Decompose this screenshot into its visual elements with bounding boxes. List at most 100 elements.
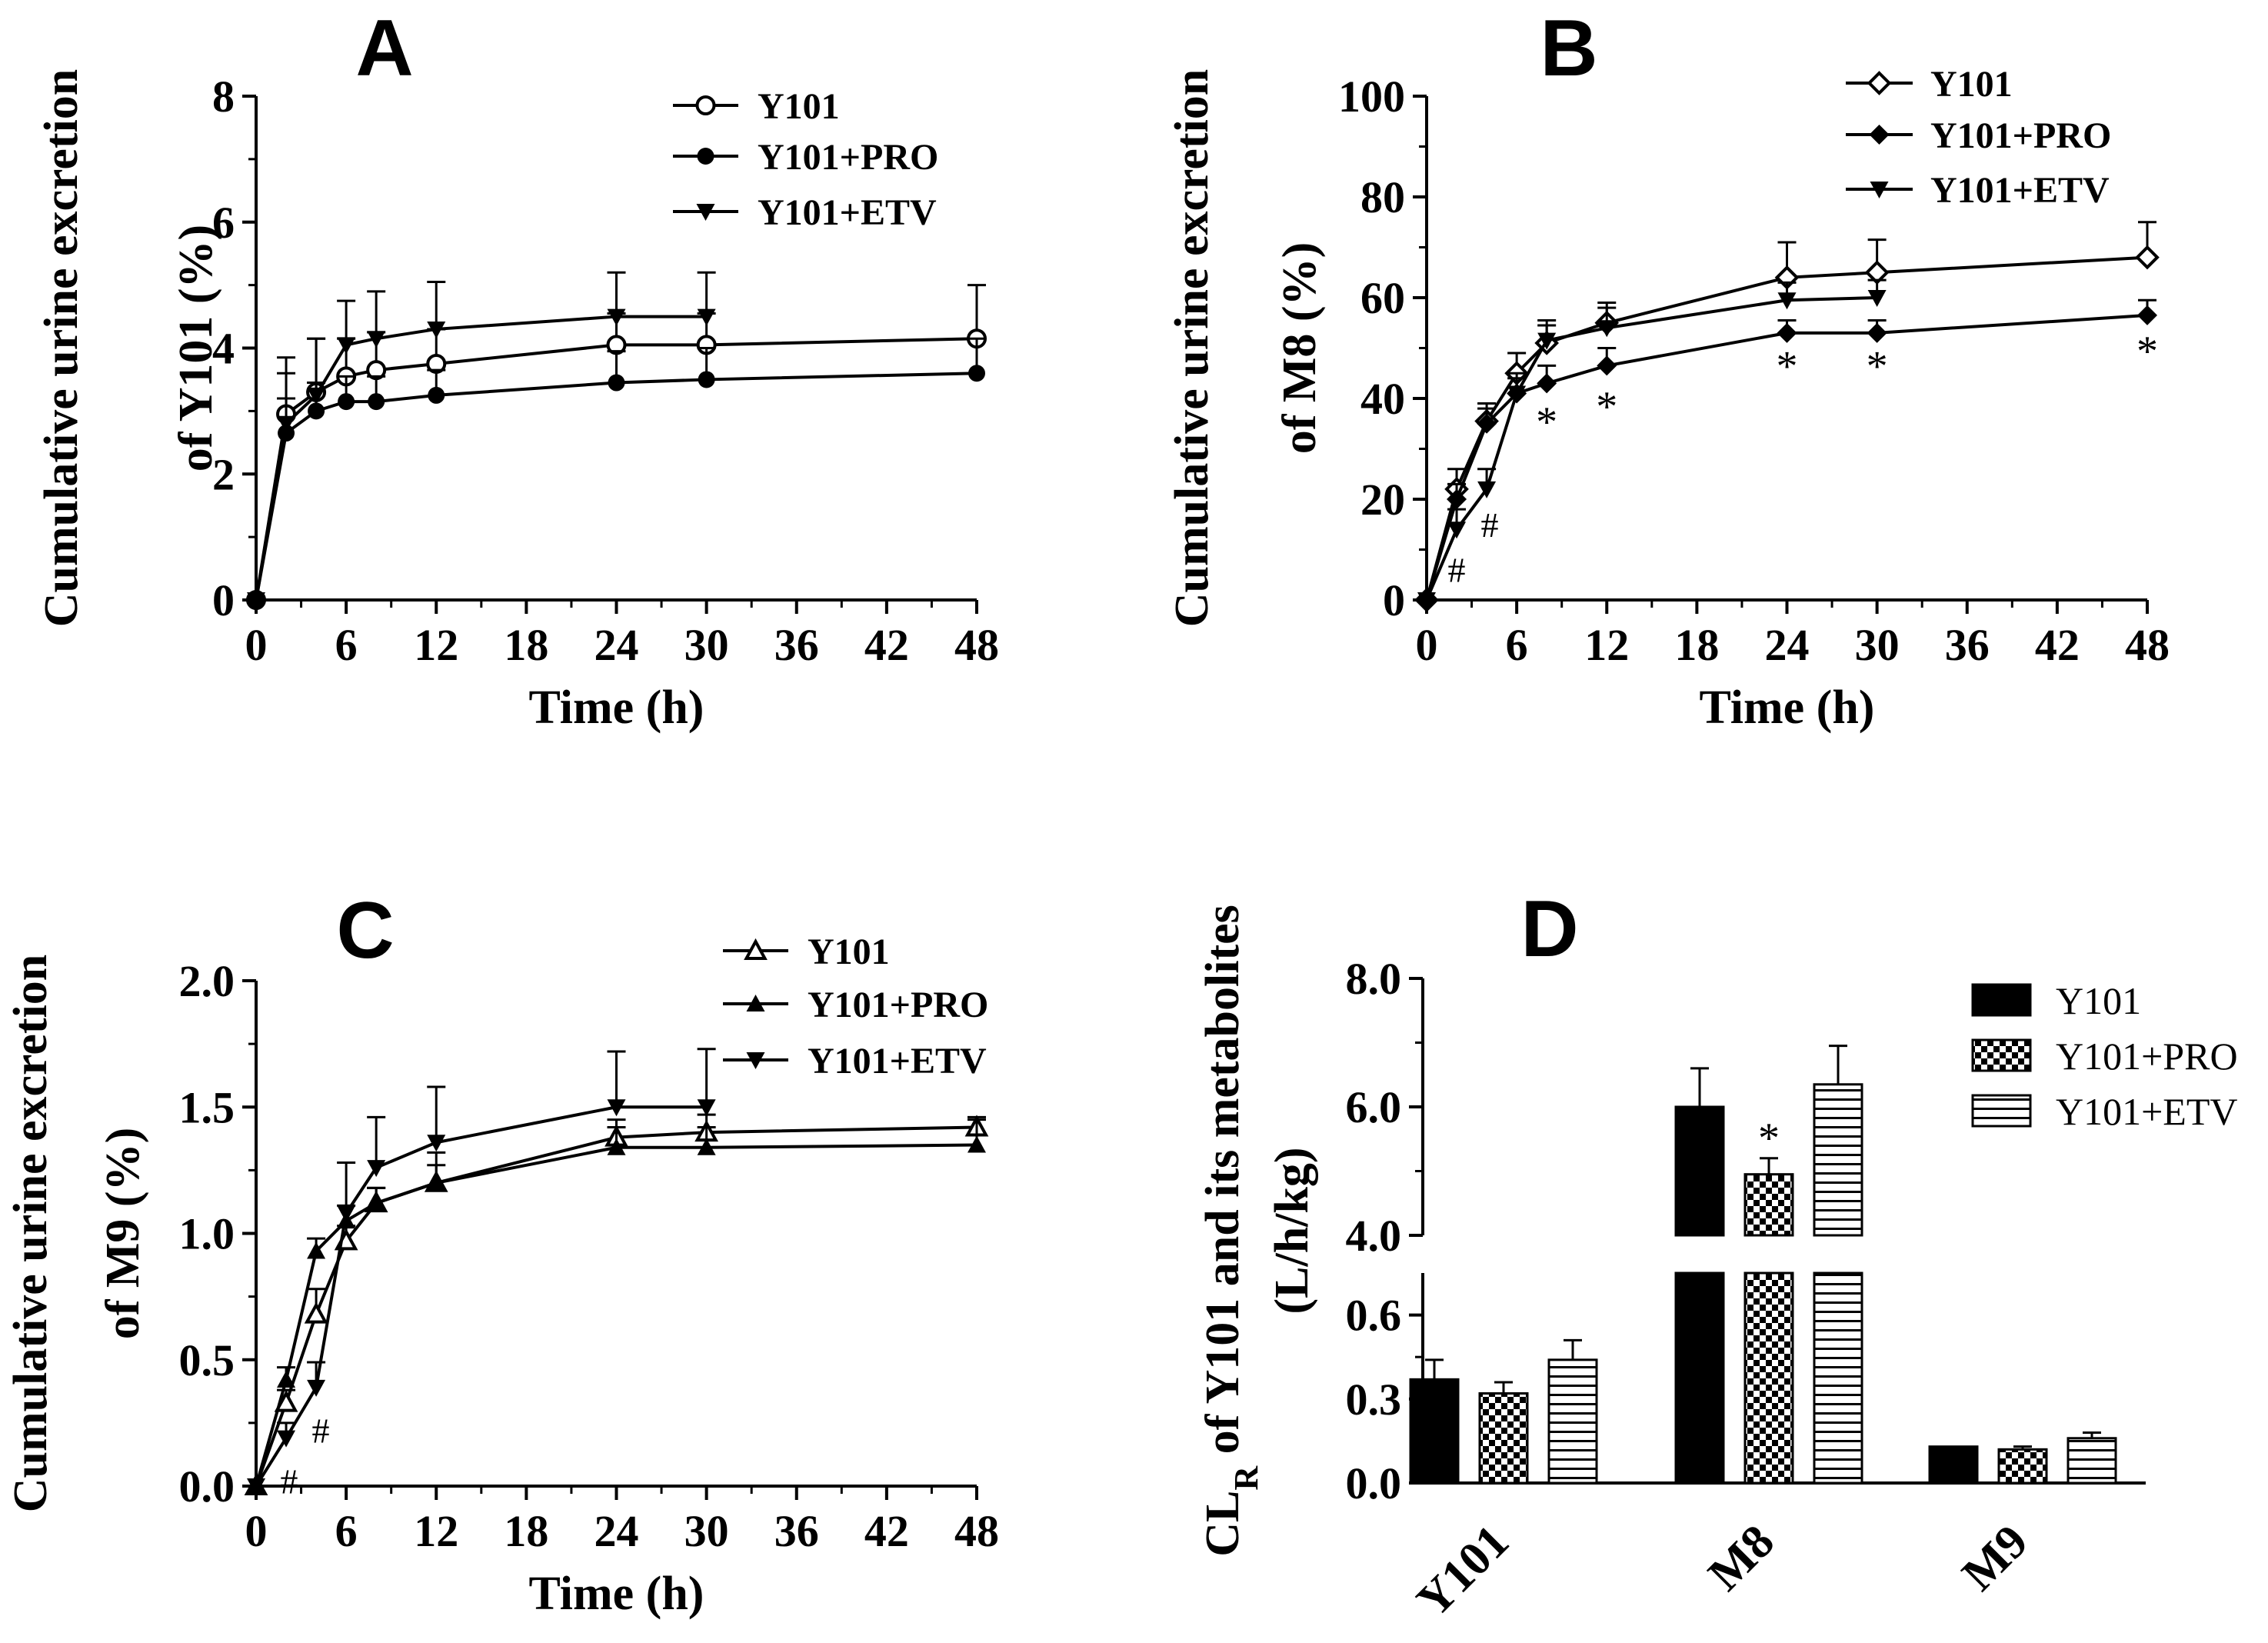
series-line <box>255 1105 707 1488</box>
significance-hash: # <box>280 1461 298 1501</box>
y-tick-label: 8 <box>212 72 235 122</box>
bar <box>1478 1392 1529 1485</box>
data-point <box>1447 489 1467 509</box>
series-y101-etv <box>1417 278 1887 609</box>
y-axis-title-line2: of Y101 (%) <box>170 225 222 472</box>
legend-marker <box>746 995 765 1011</box>
panel-d-renal-clearance: D 4.0 6.0 8.0 0.0 0.3 0.6 CLR of Y101 and its m… <box>1197 885 2238 1627</box>
data-point <box>337 1205 356 1223</box>
legend-label: Y101+ETV <box>808 1041 987 1081</box>
y-tick-label: 6 <box>212 198 235 248</box>
data-point <box>307 387 326 405</box>
y-axis-title-line2: (L/h/kg) <box>1266 1147 1318 1314</box>
data-point <box>277 1430 296 1448</box>
data-point <box>304 1301 328 1324</box>
legend-label: Y101 <box>808 931 890 972</box>
legend-label: Y101+PRO <box>758 137 938 178</box>
legend-label: Y101+PRO <box>2056 1035 2238 1078</box>
y-tick-label: 2.0 <box>179 956 235 1006</box>
significance-asterisk: * <box>2136 328 2158 375</box>
data-point <box>1477 413 1497 434</box>
y-tick-label: 40 <box>1360 374 1405 424</box>
series-y101-pro <box>247 1118 986 1494</box>
data-point <box>308 402 325 420</box>
legend-swatch <box>1971 1038 2032 1072</box>
x-tick-label: 24 <box>1765 620 1810 670</box>
data-point <box>698 371 715 388</box>
data-point <box>1417 592 1436 609</box>
bar <box>1928 1445 1979 1485</box>
bar-upper-segment <box>1743 1173 1794 1237</box>
significance-asterisk: * <box>1867 343 1888 391</box>
legend-label: Y101+ETV <box>2056 1090 2238 1133</box>
legend-label: Y101+ETV <box>1930 170 2110 211</box>
data-point <box>338 393 355 411</box>
data-point <box>247 592 265 609</box>
significance-hash: # <box>1448 551 1466 590</box>
x-tick-label: 18 <box>504 620 548 670</box>
x-tick-label: 48 <box>2125 620 2170 670</box>
significance-asterisk: * <box>1777 343 1798 391</box>
data-point <box>1597 320 1617 338</box>
bar-lower-segment <box>1674 1271 1725 1485</box>
y-tick-label: 60 <box>1360 273 1405 323</box>
series-y101 <box>1414 221 2160 612</box>
legend-label: Y101+ETV <box>758 192 937 233</box>
legend-label: Y101 <box>2056 979 2141 1022</box>
x-tick-label: 0 <box>245 620 268 670</box>
data-point <box>607 308 626 326</box>
y-tick-label: 4.0 <box>1346 1211 1402 1261</box>
legend-label: Y101+PRO <box>808 985 988 1025</box>
y-tick-label: 1.0 <box>179 1209 235 1259</box>
legend-marker <box>697 148 714 165</box>
y-tick-label: 100 <box>1338 72 1405 122</box>
x-tick-label: 30 <box>1855 620 1900 670</box>
y-tick-label: 4 <box>212 324 235 374</box>
panel-b-cumulative-m8: B 0 6 12 18 24 30 36 42 48 0 20 40 60 80 100 Time (h) Cum… <box>1166 4 2170 734</box>
x-tick-label: 42 <box>864 620 909 670</box>
y-axis-title-line1: CLR of Y101 and its metabolites <box>1197 905 1265 1557</box>
significance-hash: # <box>1480 505 1498 545</box>
y-tick-label: 6.0 <box>1346 1082 1402 1132</box>
panel-letter-c: C <box>336 886 394 975</box>
legend-marker <box>744 938 768 960</box>
data-point <box>1537 373 1557 394</box>
data-point <box>968 365 985 382</box>
x-tick-label: 42 <box>2035 620 2080 670</box>
x-tick-label: 0 <box>245 1506 268 1556</box>
y-axis-title-line2: of M8 (%) <box>1274 242 1326 454</box>
panel-letter-d: D <box>1520 885 1578 974</box>
data-point <box>1447 522 1467 539</box>
x-tick-label: 30 <box>684 620 729 670</box>
data-point <box>274 1390 298 1412</box>
data-point <box>277 415 296 433</box>
y-tick-label: 0 <box>1383 575 1405 625</box>
data-point <box>307 1241 326 1259</box>
y-tick-label: 2 <box>212 449 235 499</box>
data-point <box>427 1173 446 1191</box>
bar <box>1409 1378 1460 1485</box>
x-tick-label: 12 <box>1584 620 1629 670</box>
series-line <box>255 372 977 601</box>
data-point <box>367 1194 386 1211</box>
data-point <box>307 1379 326 1397</box>
series-line <box>255 1143 977 1487</box>
y-axis-title-line1: Cumulative urine excretion <box>5 955 57 1513</box>
x-tick-label: 6 <box>1506 620 1528 670</box>
y-axis-title-cl: CL <box>1197 1491 1249 1557</box>
legend-swatch <box>1971 1094 2032 1128</box>
data-point <box>697 308 716 326</box>
series-y101 <box>246 284 987 610</box>
data-point <box>1777 292 1797 310</box>
bar-group-y101 <box>1409 1338 1598 1485</box>
x-tick-label: 24 <box>594 1506 639 1556</box>
data-point <box>608 374 625 392</box>
x-category-label: M8 <box>1699 1515 1784 1601</box>
data-point <box>1597 355 1617 376</box>
data-point <box>697 1138 716 1155</box>
y-tick-label: 0.3 <box>1346 1375 1402 1425</box>
series-line <box>1425 296 1877 601</box>
data-point <box>337 337 356 355</box>
series-y101-pro <box>248 337 986 608</box>
